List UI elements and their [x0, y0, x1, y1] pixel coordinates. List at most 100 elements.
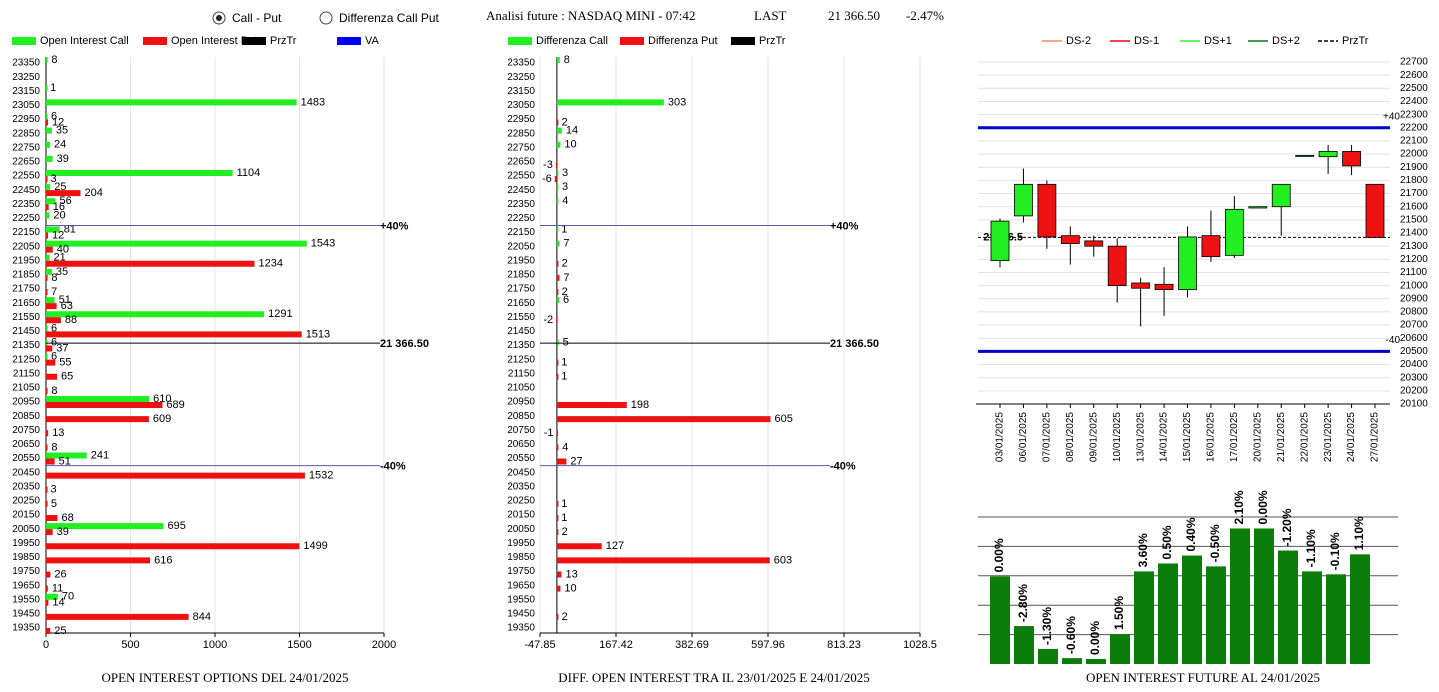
bar: [556, 99, 664, 106]
bar: [1326, 574, 1346, 664]
bar: [556, 430, 559, 437]
radio[interactable]: [319, 11, 333, 25]
y-tick-label: 21200: [1400, 254, 1428, 265]
value-label: 63: [61, 300, 73, 312]
bar: [46, 99, 297, 106]
reference-label: 21 366.50: [830, 338, 879, 350]
bar: [1134, 571, 1154, 664]
y-tick-label: 20400: [1400, 359, 1428, 370]
value-label: 27: [570, 455, 582, 467]
bar: [556, 289, 559, 295]
y-tick-label: 19350: [12, 623, 40, 634]
chart-title: DIFF. OPEN INTEREST TRA IL 23/01/2025 E …: [558, 670, 869, 685]
y-tick-label: 22200: [1400, 122, 1428, 133]
value-label: 65: [61, 371, 73, 383]
value-label: 603: [774, 554, 792, 566]
chart-title: OPEN INTEREST FUTURE AL 24/01/2025: [1086, 670, 1320, 685]
bar: [1350, 554, 1370, 664]
y-tick-label: 20200: [1400, 385, 1428, 396]
y-tick-label: 22500: [1400, 83, 1428, 94]
bar-label: 1.50%: [1112, 596, 1126, 630]
value-label: 1532: [309, 470, 333, 482]
value-label: 11: [52, 583, 63, 595]
y-tick-label: 20350: [507, 481, 535, 492]
bar: [1230, 528, 1250, 664]
y-tick-label: 19850: [507, 552, 535, 563]
bar: [46, 599, 49, 606]
value-label: 7: [563, 238, 569, 250]
candle-body: [1318, 151, 1338, 158]
bar: [46, 430, 49, 437]
y-tick-label: 20150: [12, 510, 40, 521]
bar: [46, 57, 48, 63]
bar: [46, 170, 233, 176]
value-label: 25: [54, 181, 66, 193]
value-label: 14: [566, 125, 578, 137]
bar: [46, 232, 49, 239]
x-tick-label: 22/01/2025: [1299, 412, 1310, 462]
value-label: 12: [52, 229, 64, 241]
value-label: 16: [53, 201, 65, 213]
value-label: 2: [562, 258, 568, 270]
x-tick-label: 09/01/2025: [1088, 412, 1099, 462]
radio-label[interactable]: Differenza Call Put: [339, 11, 439, 25]
y-tick-label: 19550: [507, 594, 535, 605]
bar: [46, 204, 49, 211]
value-label: 40: [57, 244, 69, 256]
bar: [46, 141, 51, 148]
y-tick-label: 19550: [12, 594, 40, 605]
y-tick-label: 22750: [507, 142, 535, 153]
bar: [46, 240, 307, 247]
bar: [46, 198, 56, 205]
reference-label: +40%: [830, 220, 859, 232]
bar: [46, 486, 48, 493]
y-tick-label: 23150: [12, 86, 40, 97]
bar: [555, 161, 558, 168]
radio-diff[interactable]: Differenza Call Put: [319, 11, 439, 25]
reference-label: -40%: [830, 460, 856, 472]
bar: [46, 260, 255, 267]
bar-label: 0.40%: [1184, 517, 1198, 551]
reference-label: +40%: [380, 220, 409, 232]
bar: [46, 472, 305, 479]
y-tick-label: 21500: [1400, 214, 1428, 225]
y-tick-label: 22700: [1400, 57, 1428, 68]
x-tick-label: 24/01/2025: [1346, 412, 1357, 462]
y-tick-label: 22750: [12, 142, 40, 153]
y-tick-label: 22450: [507, 185, 535, 196]
bar: [46, 543, 300, 550]
y-tick-label: 21800: [1400, 175, 1428, 186]
y-tick-label: 22350: [12, 199, 40, 210]
y-tick-label: 19650: [507, 580, 535, 591]
bar: [46, 303, 57, 310]
bar: [46, 212, 50, 219]
y-tick-label: 23250: [507, 72, 535, 83]
value-label: 1291: [268, 308, 292, 320]
bar: [46, 190, 81, 197]
radio-call-put[interactable]: Call - Put: [212, 11, 282, 25]
bar: [46, 585, 48, 592]
bar: [556, 260, 559, 267]
bar: [556, 339, 559, 346]
bar: [554, 176, 557, 182]
value-label: 844: [193, 611, 211, 623]
bar: [556, 198, 559, 205]
value-label: 7: [563, 272, 569, 284]
y-tick-label: 21450: [507, 326, 535, 337]
bar: [46, 268, 52, 275]
bar: [1302, 571, 1322, 664]
candle-body: [1060, 235, 1080, 244]
candle-body: [1178, 236, 1197, 290]
candle-body: [1131, 282, 1151, 289]
legend-label: DS+2: [1272, 35, 1300, 47]
y-tick-label: 21950: [507, 255, 535, 266]
reference-label: +40: [1383, 111, 1400, 122]
bar: [46, 359, 56, 366]
bar: [556, 170, 559, 176]
bar-label: -0.60%: [1064, 616, 1078, 654]
value-label: 39: [57, 526, 69, 538]
radio-label[interactable]: Call - Put: [232, 11, 282, 25]
y-tick-label: 19450: [507, 609, 535, 620]
value-label: 303: [668, 96, 686, 108]
bar-label: 0.00%: [1088, 621, 1102, 655]
